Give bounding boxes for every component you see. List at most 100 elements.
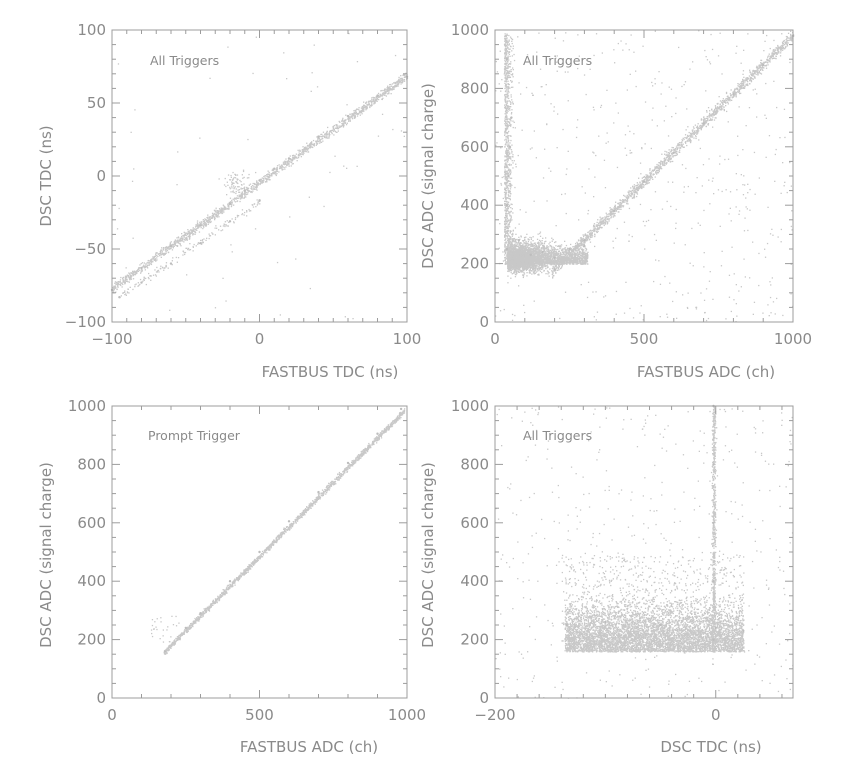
scatter-point bbox=[766, 65, 767, 66]
scatter-point bbox=[343, 121, 344, 122]
scatter-point bbox=[774, 54, 775, 55]
scatter-point bbox=[242, 193, 243, 194]
scatter-point bbox=[529, 271, 530, 272]
scatter-point bbox=[666, 163, 667, 164]
scatter-point bbox=[244, 193, 245, 194]
scatter-point bbox=[159, 255, 160, 256]
scatter-point bbox=[158, 254, 159, 255]
scatter-point bbox=[333, 134, 334, 135]
scatter-point bbox=[649, 168, 650, 169]
scatter-point bbox=[715, 105, 716, 106]
scatter-point bbox=[231, 206, 232, 207]
scatter-point bbox=[349, 114, 350, 115]
scatter-point bbox=[780, 52, 781, 53]
scatter-point bbox=[538, 267, 539, 268]
scatter-point bbox=[276, 173, 277, 174]
scatter-point bbox=[353, 110, 354, 111]
scatter-point bbox=[516, 239, 517, 240]
scatter-point bbox=[664, 162, 665, 163]
scatter-point bbox=[324, 136, 325, 137]
scatter-point bbox=[358, 107, 359, 108]
scatter-point bbox=[204, 222, 205, 223]
scatter-point bbox=[209, 238, 210, 239]
scatter-point bbox=[235, 217, 236, 218]
scatter-point bbox=[190, 235, 191, 236]
scatter-point bbox=[217, 210, 218, 211]
scatter-point bbox=[115, 285, 116, 286]
scatter-point bbox=[218, 216, 219, 217]
scatter-point bbox=[216, 212, 217, 213]
scatter-point bbox=[185, 237, 186, 238]
scatter-point bbox=[203, 219, 204, 220]
scatter-point bbox=[683, 147, 684, 148]
scatter-point bbox=[237, 195, 238, 196]
scatter-point bbox=[224, 224, 225, 225]
scatter-point bbox=[711, 115, 712, 116]
scatter-point bbox=[212, 213, 213, 214]
scatter-point bbox=[242, 178, 243, 179]
scatter-point bbox=[175, 245, 176, 246]
scatter-point bbox=[531, 239, 532, 240]
scatter-point bbox=[593, 226, 594, 227]
y-tick-label: −100 bbox=[65, 313, 106, 331]
scatter-point bbox=[609, 210, 610, 211]
scatter-point bbox=[267, 173, 268, 174]
scatter-point bbox=[610, 207, 611, 208]
scatter-point bbox=[382, 98, 383, 99]
scatter-point bbox=[696, 127, 697, 128]
scatter-point bbox=[730, 93, 731, 94]
scatter-point bbox=[321, 142, 322, 143]
scatter-point bbox=[200, 240, 201, 241]
scatter-point bbox=[234, 187, 235, 188]
scatter-point bbox=[345, 316, 346, 317]
scatter-point bbox=[215, 307, 216, 308]
scatter-point bbox=[648, 183, 649, 184]
scatter-point bbox=[223, 209, 224, 210]
scatter-point bbox=[296, 154, 297, 155]
scatter-point bbox=[609, 218, 610, 219]
scatter-point bbox=[277, 165, 278, 166]
scatter-point bbox=[269, 179, 270, 180]
scatter-point bbox=[245, 196, 246, 197]
scatter-point bbox=[156, 267, 157, 268]
scatter-point bbox=[636, 196, 637, 197]
scatter-point bbox=[229, 179, 230, 180]
scatter-point bbox=[266, 181, 267, 182]
scatter-point bbox=[230, 244, 231, 245]
scatter-point bbox=[371, 105, 372, 106]
scatter-point bbox=[523, 272, 524, 273]
scatter-point bbox=[664, 164, 665, 165]
scatter-point bbox=[655, 171, 656, 172]
scatter-point bbox=[630, 187, 631, 188]
scatter-point bbox=[230, 198, 231, 199]
scatter-point bbox=[582, 241, 583, 242]
scatter-point bbox=[773, 58, 774, 59]
scatter-point bbox=[646, 180, 647, 181]
scatter-point bbox=[179, 243, 180, 244]
scatter-point bbox=[231, 204, 232, 205]
scatter-point bbox=[303, 149, 304, 150]
scatter-point bbox=[681, 144, 682, 145]
scatter-point bbox=[507, 271, 508, 272]
scatter-point bbox=[142, 281, 143, 282]
axis-ticks bbox=[112, 30, 407, 322]
scatter-point bbox=[288, 160, 289, 161]
scatter-point bbox=[767, 59, 768, 60]
scatter-point bbox=[631, 191, 632, 192]
scatter-point bbox=[218, 212, 219, 213]
scatter-point bbox=[652, 179, 653, 180]
scatter-point bbox=[195, 232, 196, 233]
scatter-point bbox=[652, 170, 653, 171]
scatter-point bbox=[322, 141, 323, 142]
scatter-point bbox=[669, 153, 670, 154]
scatter-point bbox=[160, 253, 161, 254]
scatter-point bbox=[634, 191, 635, 192]
scatter-point bbox=[783, 43, 784, 44]
scatter-point bbox=[228, 207, 229, 208]
scatter-point bbox=[393, 82, 394, 83]
scatter-point bbox=[255, 228, 256, 229]
scatter-point bbox=[139, 264, 140, 265]
scatter-point bbox=[691, 134, 692, 135]
scatter-point bbox=[120, 285, 121, 286]
scatter-point bbox=[124, 283, 125, 284]
